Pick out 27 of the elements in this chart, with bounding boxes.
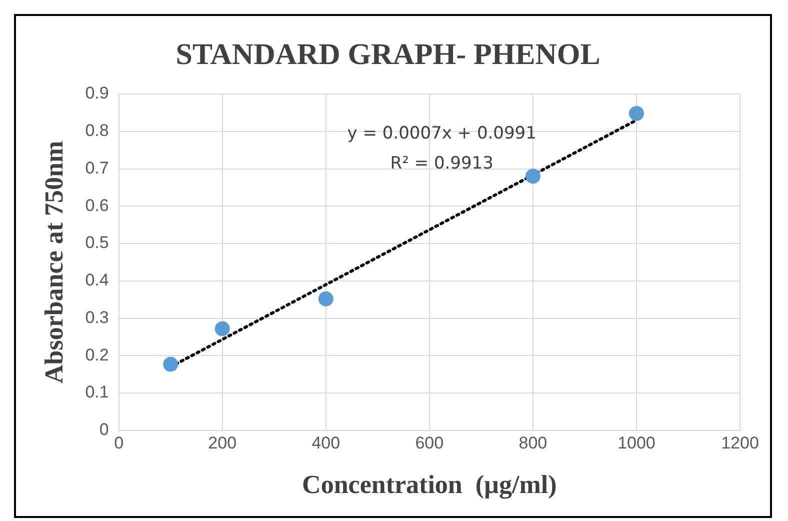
x-tick-label: 400 bbox=[312, 433, 340, 452]
point bbox=[628, 106, 644, 121]
y-tick-label: 0.1 bbox=[85, 382, 109, 402]
point bbox=[163, 356, 178, 372]
x-tick-label: 0 bbox=[114, 433, 124, 452]
annotation: R² = 0.9913 bbox=[390, 153, 494, 174]
point bbox=[525, 168, 540, 184]
x-tick-label: 800 bbox=[518, 433, 548, 452]
y-tick-label: 0 bbox=[99, 420, 109, 440]
x-tick-label: 1200 bbox=[721, 433, 759, 452]
y-tick-label: 0.5 bbox=[85, 233, 109, 252]
x-tick-label: 1000 bbox=[618, 433, 656, 452]
x-tick-label: 600 bbox=[415, 433, 444, 452]
y-tick-label: 0.6 bbox=[85, 196, 109, 215]
point bbox=[318, 291, 334, 306]
annotation: y = 0.0007x + 0.0991 bbox=[347, 123, 536, 144]
y-tick-label: 0.3 bbox=[85, 308, 109, 327]
y-tick-label: 0.9 bbox=[85, 84, 109, 103]
y-tick-label: 0.8 bbox=[85, 121, 109, 140]
x-tick-label: 200 bbox=[208, 433, 237, 452]
point bbox=[214, 321, 230, 336]
y-tick-label: 0.4 bbox=[85, 270, 109, 290]
x-axis-title: Concentration (µg/ml) bbox=[302, 470, 557, 500]
chart-title: STANDARD GRAPH- PHENOL bbox=[176, 38, 600, 71]
y-tick-label: 0.2 bbox=[85, 345, 109, 364]
y-tick-label: 0.7 bbox=[85, 158, 109, 178]
y-axis-title: Absorbance at 750nm bbox=[39, 140, 68, 384]
